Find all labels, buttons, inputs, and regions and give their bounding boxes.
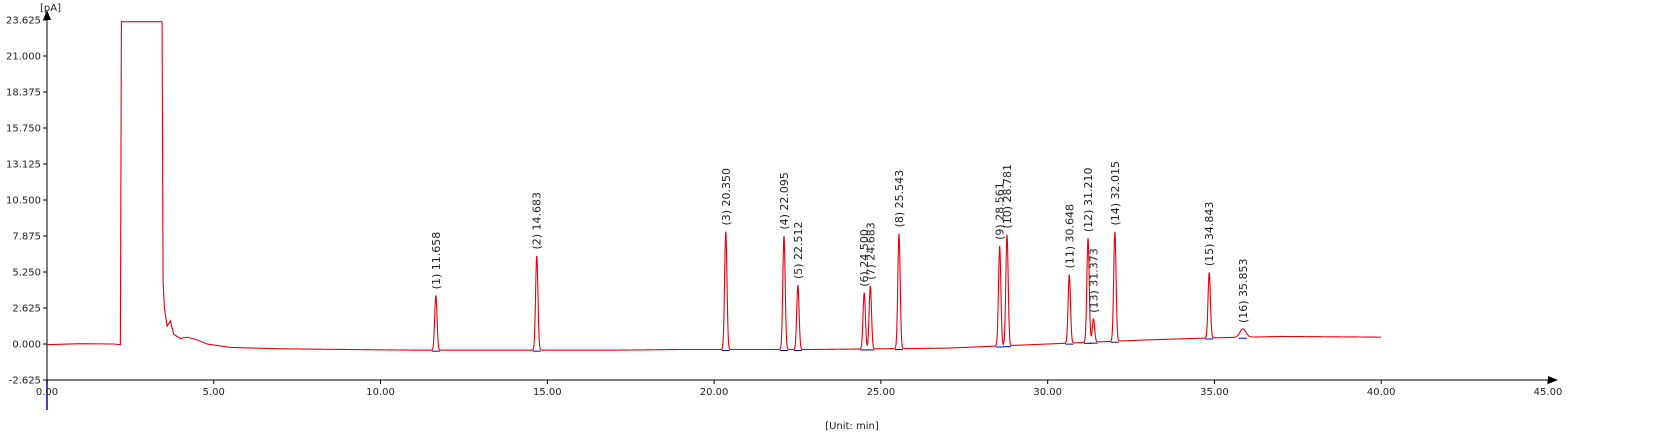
peak-label: (12) 31.210 (1082, 168, 1095, 233)
peak-label: (13) 31.373 (1087, 248, 1100, 313)
y-tick-label: 18.375 (6, 88, 41, 99)
y-tick-label: 23.625 (6, 16, 41, 27)
x-tick-label: 45.00 (1534, 387, 1563, 398)
x-tick-label: 30.00 (1033, 387, 1062, 398)
peak-labels: (1) 11.658 (2) 14.683 (3) 20.350 (4) 22.095… (430, 161, 1250, 323)
peak-label: (10) 28.781 (1001, 164, 1014, 229)
y-tick-label: 0.000 (12, 340, 41, 351)
x-tick-label: 20.00 (700, 387, 729, 398)
peak-label: (9) 28.561 (994, 182, 1007, 240)
x-axis-arrow (1548, 376, 1558, 384)
x-tick-label: 0.00 (36, 387, 58, 398)
trace-line (46, 21, 1382, 351)
y-tick-label: 5.250 (12, 268, 41, 279)
y-tick-label: -2.625 (9, 376, 41, 387)
x-tick-label: 10.00 (366, 387, 395, 398)
x-tick-label: 15.00 (533, 387, 562, 398)
peak-label: (11) 30.648 (1063, 204, 1076, 269)
signal-trace (46, 21, 1382, 351)
x-tick-label: 5.00 (203, 387, 225, 398)
peak-label: (5) 22.512 (792, 221, 805, 279)
integration-markers (431, 337, 1247, 352)
y-axis-ticks: 23.625 21.000 18.375 15.750 13.125 10.500 7.87… (6, 16, 47, 387)
y-tick-label: 13.125 (6, 160, 41, 171)
y-tick-label: 7.875 (12, 232, 41, 243)
x-tick-label: 40.00 (1367, 387, 1396, 398)
y-axis-arrow (43, 10, 51, 20)
peak-label: (6) 24.500 (858, 229, 871, 287)
peak-label: (15) 34.843 (1203, 202, 1216, 267)
x-axis-unit-label: [Unit: min] (825, 421, 879, 432)
peak-label: (3) 20.350 (720, 168, 733, 226)
peak-label: (8) 25.543 (893, 170, 906, 228)
y-tick-label: 15.750 (6, 124, 41, 135)
peak-label: (16) 35.853 (1237, 258, 1250, 323)
x-tick-label: 35.00 (1200, 387, 1229, 398)
peak-label: (14) 32.015 (1109, 161, 1122, 226)
peak-label: (7) 24.683 (864, 222, 877, 280)
peak-label: (1) 11.658 (430, 232, 443, 290)
x-tick-label: 25.00 (867, 387, 896, 398)
y-axis-unit-label: [pA] (40, 3, 61, 14)
y-tick-label: 10.500 (6, 196, 41, 207)
y-tick-label: 21.000 (6, 52, 41, 63)
peak-label: (2) 14.683 (531, 192, 544, 250)
x-axis-ticks: 0.00 5.00 10.00 15.00 20.00 25.00 30.00 35.00 40… (36, 380, 1562, 398)
peak-label: (4) 22.095 (778, 172, 791, 230)
y-tick-label: 2.625 (12, 304, 41, 315)
